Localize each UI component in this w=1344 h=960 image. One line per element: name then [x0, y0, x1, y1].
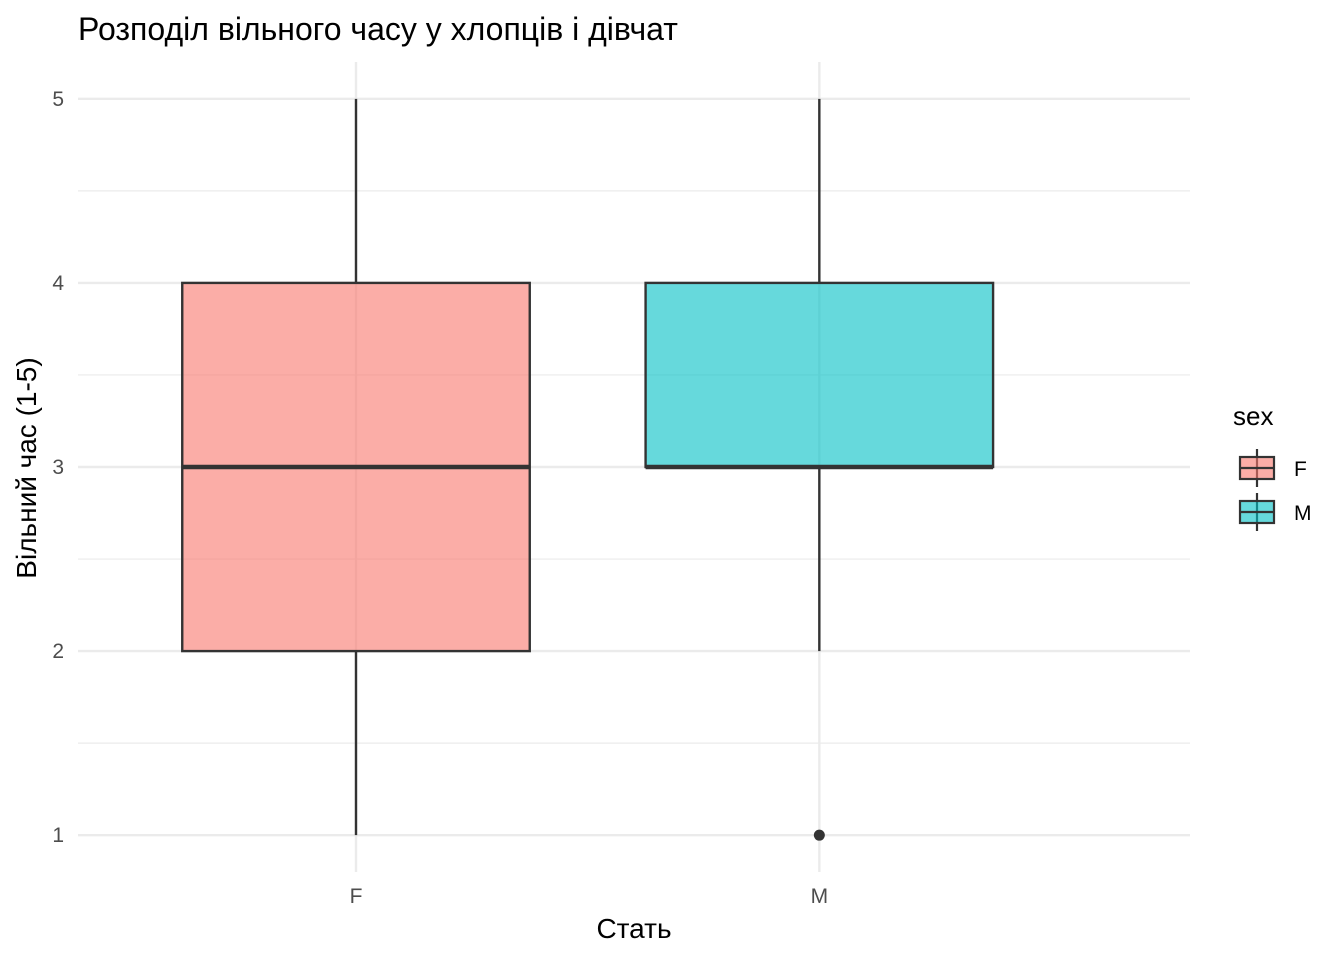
x-tick-label: M	[811, 885, 829, 908]
box-F	[181, 98, 531, 836]
outlier-point	[813, 829, 825, 841]
legend-key-M	[1238, 493, 1276, 531]
boxes	[181, 98, 995, 841]
y-axis-title: Вільний час (1-5)	[11, 357, 42, 578]
legend-title: sex	[1233, 401, 1273, 431]
x-axis-title: Стать	[596, 913, 671, 944]
y-tick-label: 2	[52, 640, 64, 663]
y-tick-label: 4	[52, 272, 64, 295]
x-tick-label: F	[350, 885, 363, 908]
legend-key-F	[1238, 449, 1276, 487]
y-tick-label: 3	[52, 456, 64, 479]
legend-label: M	[1294, 502, 1312, 525]
box-iqr	[644, 281, 995, 469]
y-tick-label: 5	[52, 88, 64, 111]
box-M	[644, 98, 995, 841]
y-tick-labels: 1 2 3 4 5	[52, 88, 64, 847]
y-tick-label: 1	[52, 824, 64, 847]
legend: sex FM	[1233, 401, 1312, 531]
chart-title: Розподіл вільного часу у хлопців і дівча…	[78, 11, 678, 47]
legend-label: F	[1294, 458, 1307, 481]
